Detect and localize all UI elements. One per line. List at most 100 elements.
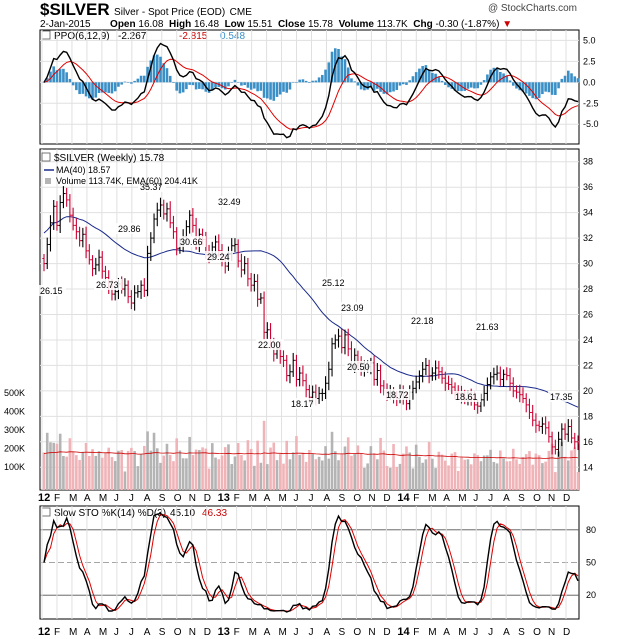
price-bar bbox=[162, 199, 166, 220]
volume-bar bbox=[366, 463, 369, 490]
price-annotation: 17.35 bbox=[550, 392, 573, 402]
month-tick-label: J bbox=[473, 493, 478, 504]
volume-bar bbox=[544, 461, 547, 490]
price-bar bbox=[288, 364, 292, 384]
ppo-histogram-bar bbox=[427, 69, 431, 83]
price-bar bbox=[440, 366, 444, 384]
ppo-histogram-bar bbox=[385, 82, 389, 95]
volume-bar bbox=[395, 466, 399, 490]
ppo-histogram-bar bbox=[249, 82, 253, 90]
month-tick-label: F bbox=[413, 493, 419, 504]
volume-tick-label: 500K bbox=[4, 388, 25, 398]
month-tick-label: D bbox=[383, 493, 390, 504]
price-bar bbox=[74, 218, 78, 240]
ppo-histogram-bar bbox=[55, 70, 59, 83]
price-bar bbox=[576, 435, 580, 451]
volume-bar bbox=[130, 447, 133, 490]
volume-bar bbox=[563, 456, 567, 490]
ppo-histogram-bar bbox=[327, 62, 331, 83]
month-tick-label: D bbox=[563, 627, 570, 638]
ppo-histogram-bar bbox=[201, 82, 204, 90]
price-bar bbox=[330, 337, 334, 377]
volume-bar bbox=[291, 452, 295, 490]
volume-bar bbox=[314, 459, 318, 490]
ppo-histogram-bar bbox=[437, 76, 441, 83]
ppo-histogram-bar bbox=[495, 68, 499, 83]
price-bar bbox=[294, 354, 299, 387]
volume-bar bbox=[259, 462, 263, 490]
ppo-histogram-bar bbox=[369, 82, 373, 88]
volume-bar bbox=[62, 455, 65, 490]
volume-bar bbox=[298, 454, 301, 490]
ppo-histogram-bar bbox=[476, 82, 479, 89]
volume-bar bbox=[207, 468, 211, 490]
ppo-histogram-bar bbox=[68, 78, 72, 83]
price-bar bbox=[505, 367, 509, 381]
price-bar bbox=[485, 377, 489, 401]
ppo-histogram-bar bbox=[233, 79, 237, 83]
volume-bar bbox=[450, 453, 454, 490]
ppo-histogram-bar bbox=[544, 82, 547, 92]
month-tick-label: J bbox=[309, 627, 314, 638]
volume-bar bbox=[236, 443, 240, 490]
ppo-histogram-bar bbox=[259, 82, 263, 91]
volume-bar bbox=[91, 449, 94, 490]
stochastic-panel: Slow STO %K(14) %D(3) 45.10 46.33 80 50 20 bbox=[39, 505, 596, 620]
price-bar bbox=[285, 354, 289, 382]
volume-bar bbox=[476, 455, 479, 490]
price-bar bbox=[68, 194, 72, 223]
price-bar bbox=[45, 237, 49, 270]
sto-d-value: 46.33 bbox=[202, 508, 227, 519]
price-bar bbox=[42, 254, 46, 272]
volume-bar bbox=[42, 452, 46, 490]
volume-bar bbox=[434, 468, 437, 490]
volume-bar bbox=[340, 453, 344, 490]
volume-bar bbox=[414, 444, 418, 490]
ppo-histogram-bar bbox=[130, 82, 133, 84]
volume-bar bbox=[201, 447, 204, 490]
volume-bar bbox=[453, 452, 457, 490]
ppo-histogram-bar bbox=[395, 82, 399, 90]
price-bar bbox=[430, 367, 434, 381]
volume-bar bbox=[97, 451, 101, 490]
ppo-histogram-bar bbox=[304, 80, 308, 83]
ppo-histogram-bar bbox=[541, 82, 544, 95]
month-tick-label: M bbox=[99, 493, 107, 504]
ppo-histogram-bar bbox=[291, 82, 295, 83]
month-tick-label: O bbox=[174, 493, 182, 504]
ppo-value: -2.267 bbox=[118, 31, 147, 42]
month-tick-label: D bbox=[204, 627, 211, 638]
volume-value: 113.7K bbox=[376, 19, 408, 30]
price-bar bbox=[155, 202, 159, 227]
month-tick-label: A bbox=[144, 627, 151, 638]
volume-bar bbox=[295, 436, 298, 490]
volume-bar bbox=[246, 440, 250, 490]
volume-bar bbox=[499, 450, 502, 490]
volume-bar bbox=[511, 448, 515, 490]
price-annotation: 26.15 bbox=[40, 286, 63, 296]
volume-bar bbox=[311, 453, 314, 490]
price-bar bbox=[560, 423, 564, 447]
ppo-histogram-bar bbox=[246, 82, 250, 88]
price-annotation: 20.50 bbox=[347, 362, 370, 372]
ppo-histogram-bar bbox=[321, 74, 324, 83]
price-bar bbox=[265, 322, 269, 339]
ppo-histogram-bar bbox=[531, 82, 534, 99]
month-tick-label: J bbox=[488, 493, 493, 504]
price-bar bbox=[511, 377, 515, 398]
ppo-histogram-bar bbox=[188, 82, 191, 85]
ppo-tick-label: -5.0 bbox=[583, 119, 599, 129]
price-annotation: 25.12 bbox=[322, 278, 345, 288]
ppo-histogram-bar bbox=[550, 82, 554, 95]
price-title: $SILVER (Weekly) 15.78 bbox=[54, 153, 165, 164]
volume-bar bbox=[214, 457, 217, 490]
volume-bar bbox=[278, 454, 282, 490]
ppo-histogram-bar bbox=[314, 80, 318, 83]
price-bar bbox=[256, 274, 260, 307]
ppo-histogram-bar bbox=[266, 82, 269, 99]
ppo-histogram-bar bbox=[120, 82, 123, 85]
ppo-tick-label: 2.5 bbox=[583, 56, 596, 66]
volume-bar bbox=[126, 450, 130, 490]
price-bar bbox=[323, 376, 328, 400]
volume-bar bbox=[482, 455, 486, 490]
